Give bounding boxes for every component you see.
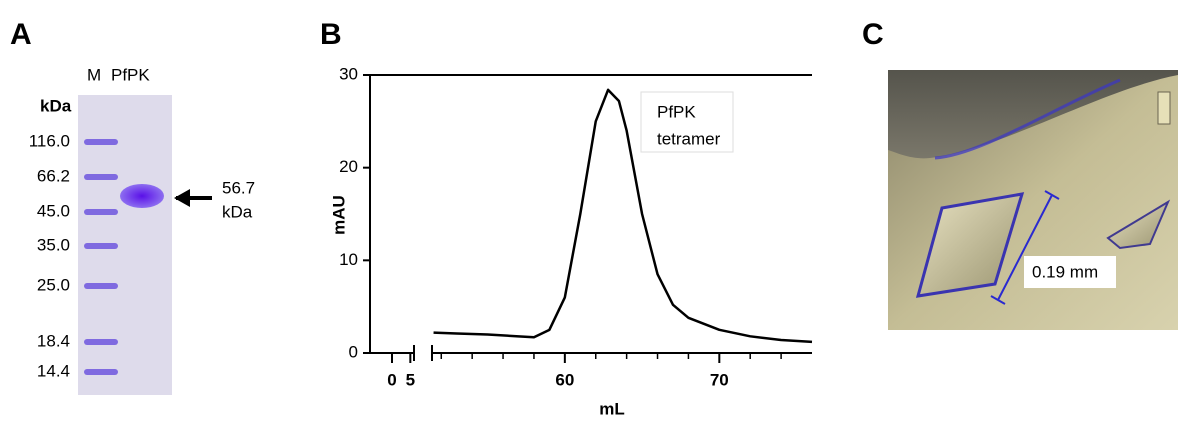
marker-band xyxy=(84,209,118,215)
y-tick-label: 10 xyxy=(339,250,358,269)
lane-label: PfPK xyxy=(111,65,150,84)
marker-label: 45.0 xyxy=(37,201,70,220)
lane-label: M xyxy=(87,65,101,84)
band-label: kDa xyxy=(222,202,253,221)
unit-label: kDa xyxy=(40,96,72,115)
marker-label: 25.0 xyxy=(37,275,70,294)
marker-band xyxy=(84,339,118,345)
marker-label: 18.4 xyxy=(37,331,70,350)
protein-band xyxy=(120,184,164,208)
y-tick-label: 0 xyxy=(349,342,358,361)
annotation: PfPK xyxy=(657,102,696,121)
edge xyxy=(934,78,1121,160)
axis-break xyxy=(413,345,433,361)
photo-shadow xyxy=(888,70,1178,159)
marker-band xyxy=(84,174,118,180)
marker-band xyxy=(84,139,118,145)
x-tick-label: 70 xyxy=(710,370,729,389)
scale-bar xyxy=(990,190,1060,305)
marker-band xyxy=(84,243,118,249)
scale-box xyxy=(1024,256,1116,288)
crystal xyxy=(1106,199,1171,250)
x-axis-label: mL xyxy=(599,399,625,418)
line xyxy=(433,88,813,344)
y-tick-label: 20 xyxy=(339,157,358,176)
band-label: 56.7 xyxy=(222,178,255,197)
y-axis-label: mAU xyxy=(329,195,348,235)
marker-band xyxy=(84,283,118,289)
axis xyxy=(369,74,812,354)
scale-label: 0.19 mm xyxy=(1032,262,1098,281)
panel-letter: B xyxy=(320,18,342,51)
arrow-head xyxy=(174,189,190,207)
crystal xyxy=(1157,91,1171,125)
x-tick-label: 5 xyxy=(406,370,415,389)
marker-band xyxy=(84,369,118,375)
panel-letter: C xyxy=(862,18,884,51)
crystal xyxy=(915,192,1025,298)
marker-label: 66.2 xyxy=(37,166,70,185)
annotation-box xyxy=(640,91,734,153)
marker-label: 14.4 xyxy=(37,361,70,380)
y-tick-label: 30 xyxy=(339,64,358,83)
marker-label: 116.0 xyxy=(29,131,70,150)
x-tick-label: 60 xyxy=(555,370,574,389)
markers: 116.0 66.2 45.0 35.0 25.0 18.4 14.4 xyxy=(29,131,118,380)
marker-label: 35.0 xyxy=(37,235,70,254)
panel-letter: A xyxy=(10,18,32,51)
x-tick-label: 0 xyxy=(387,370,396,389)
annotation: tetramer xyxy=(657,129,721,148)
